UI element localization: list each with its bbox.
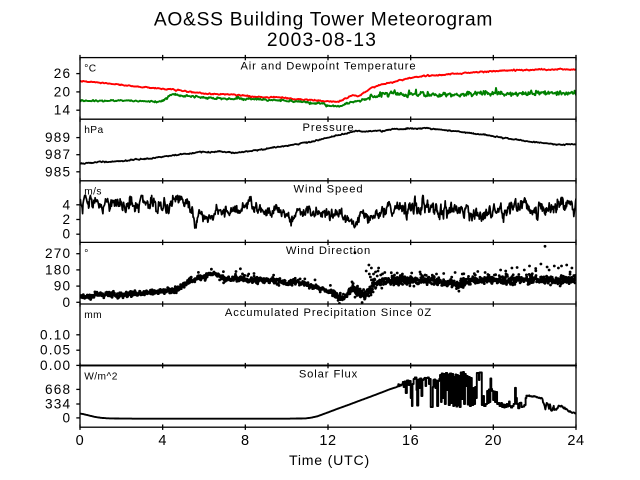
svg-text:0: 0 xyxy=(76,433,85,449)
svg-text:270: 270 xyxy=(45,246,71,261)
svg-text:987: 987 xyxy=(45,147,71,162)
svg-text:0.00: 0.00 xyxy=(40,358,71,373)
svg-text:Solar Flux: Solar Flux xyxy=(299,368,358,380)
svg-text:2: 2 xyxy=(63,212,72,227)
svg-text:m/s: m/s xyxy=(84,187,102,198)
svg-text:Time (UTC): Time (UTC) xyxy=(289,452,370,468)
svg-text:668: 668 xyxy=(45,382,71,397)
svg-text:8: 8 xyxy=(241,433,250,449)
svg-text:4: 4 xyxy=(63,197,72,212)
svg-text:2003-08-13: 2003-08-13 xyxy=(267,30,377,51)
svg-text:Wind Direction: Wind Direction xyxy=(286,245,371,257)
svg-text:Accumulated Precipitation Sinc: Accumulated Precipitation Since 0Z xyxy=(225,307,432,319)
svg-text:20: 20 xyxy=(485,433,502,449)
svg-text:989: 989 xyxy=(45,130,71,145)
svg-text:20: 20 xyxy=(54,84,72,99)
svg-text:mm: mm xyxy=(84,310,102,321)
svg-text:Pressure: Pressure xyxy=(303,122,355,134)
svg-text:Air and Dewpoint Temperature: Air and Dewpoint Temperature xyxy=(240,60,416,72)
svg-text:14: 14 xyxy=(54,103,72,118)
svg-text:16: 16 xyxy=(402,433,419,449)
svg-text:90: 90 xyxy=(54,279,72,294)
svg-text:Wind Speed: Wind Speed xyxy=(294,184,364,196)
svg-text:0: 0 xyxy=(63,227,72,242)
svg-text:hPa: hPa xyxy=(84,125,103,136)
svg-text:24: 24 xyxy=(567,433,584,449)
svg-text:W/m^2: W/m^2 xyxy=(84,372,118,383)
svg-text:0: 0 xyxy=(63,410,72,425)
svg-text:0.05: 0.05 xyxy=(40,343,71,358)
svg-text:985: 985 xyxy=(45,164,71,179)
svg-text:26: 26 xyxy=(54,66,72,81)
svg-text:180: 180 xyxy=(45,262,71,277)
svg-text:12: 12 xyxy=(319,433,336,449)
svg-text:334: 334 xyxy=(45,397,71,412)
svg-text:4: 4 xyxy=(158,433,167,449)
svg-text:0: 0 xyxy=(63,295,72,310)
svg-text:0.10: 0.10 xyxy=(40,327,71,342)
svg-text:°: ° xyxy=(84,248,89,259)
svg-text:°C: °C xyxy=(84,64,96,75)
svg-text:AO&SS Building Tower Meteorogr: AO&SS Building Tower Meteorogram xyxy=(154,9,493,30)
